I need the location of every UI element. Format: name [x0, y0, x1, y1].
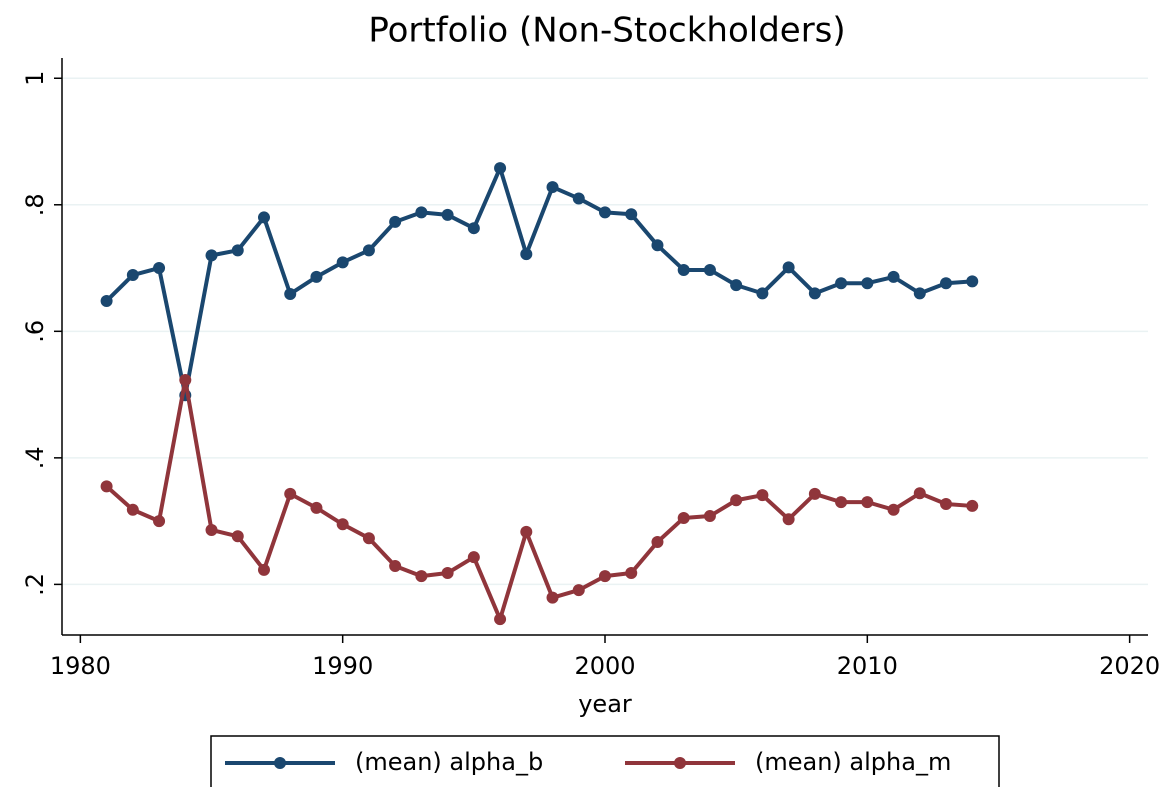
x-tick-label: 2000 — [574, 652, 635, 680]
point — [494, 162, 507, 175]
point — [599, 570, 611, 583]
point — [362, 244, 375, 257]
point — [441, 208, 454, 221]
point — [153, 262, 166, 275]
x-tick-label: 2020 — [1099, 652, 1160, 680]
point — [546, 591, 559, 604]
point — [966, 499, 979, 512]
legend-label: (mean) alpha_m — [755, 748, 951, 776]
point — [703, 263, 716, 276]
point — [703, 510, 716, 523]
point — [126, 269, 139, 282]
point — [808, 287, 821, 300]
point — [756, 489, 769, 502]
point — [441, 566, 454, 579]
point — [861, 277, 874, 290]
point — [415, 570, 428, 583]
x-tick-label: 1980 — [50, 652, 111, 680]
legend-box — [210, 735, 1000, 787]
point — [100, 294, 113, 307]
series-line — [105, 378, 973, 622]
y-tick-label: .4 — [21, 446, 49, 469]
point — [284, 487, 297, 500]
y-tick-label: .6 — [21, 320, 49, 343]
point — [231, 530, 244, 543]
point — [205, 523, 218, 536]
point — [231, 244, 244, 257]
point — [389, 560, 402, 573]
chart-title: Portfolio (Non-Stockholders) — [368, 11, 845, 51]
point — [861, 496, 874, 509]
y-tick-label: .2 — [21, 573, 49, 596]
point — [782, 261, 795, 274]
point — [940, 277, 953, 290]
point — [835, 496, 848, 509]
point — [100, 480, 113, 493]
point — [336, 256, 349, 269]
y-tick-label: 1 — [21, 71, 49, 86]
series-line — [105, 166, 973, 398]
point — [808, 487, 821, 500]
x-axis-label: year — [578, 690, 632, 718]
point — [940, 498, 953, 511]
point — [284, 287, 297, 300]
point — [887, 503, 900, 516]
point — [336, 518, 349, 531]
point — [966, 275, 979, 288]
point — [887, 270, 900, 283]
point — [415, 206, 428, 219]
point — [546, 181, 559, 194]
point — [572, 584, 585, 597]
point — [520, 248, 533, 261]
point — [257, 563, 270, 576]
point — [310, 501, 323, 514]
point — [651, 535, 664, 548]
point — [153, 515, 166, 528]
point — [913, 287, 926, 300]
point — [782, 513, 795, 526]
point — [310, 270, 323, 283]
point — [179, 374, 192, 387]
point — [677, 263, 690, 276]
point — [126, 503, 139, 516]
point — [572, 192, 585, 205]
point — [625, 566, 638, 579]
point — [205, 249, 218, 262]
point — [389, 215, 402, 228]
point — [835, 277, 848, 290]
x-tick-label: 2010 — [837, 652, 898, 680]
legend-label: (mean) alpha_b — [355, 748, 543, 776]
point — [599, 206, 611, 219]
point — [651, 239, 664, 252]
y-tick-label: .8 — [21, 193, 49, 216]
point — [467, 222, 480, 235]
point — [257, 211, 270, 224]
point — [730, 494, 743, 507]
point — [756, 287, 769, 300]
point — [494, 613, 507, 626]
x-tick-label: 1990 — [312, 652, 373, 680]
point — [730, 279, 743, 292]
point — [677, 511, 690, 524]
legend-marker — [274, 757, 286, 769]
point — [625, 208, 638, 221]
point — [467, 551, 480, 564]
point — [362, 532, 375, 545]
legend-marker — [674, 757, 686, 769]
point — [520, 525, 533, 538]
point — [913, 487, 926, 500]
